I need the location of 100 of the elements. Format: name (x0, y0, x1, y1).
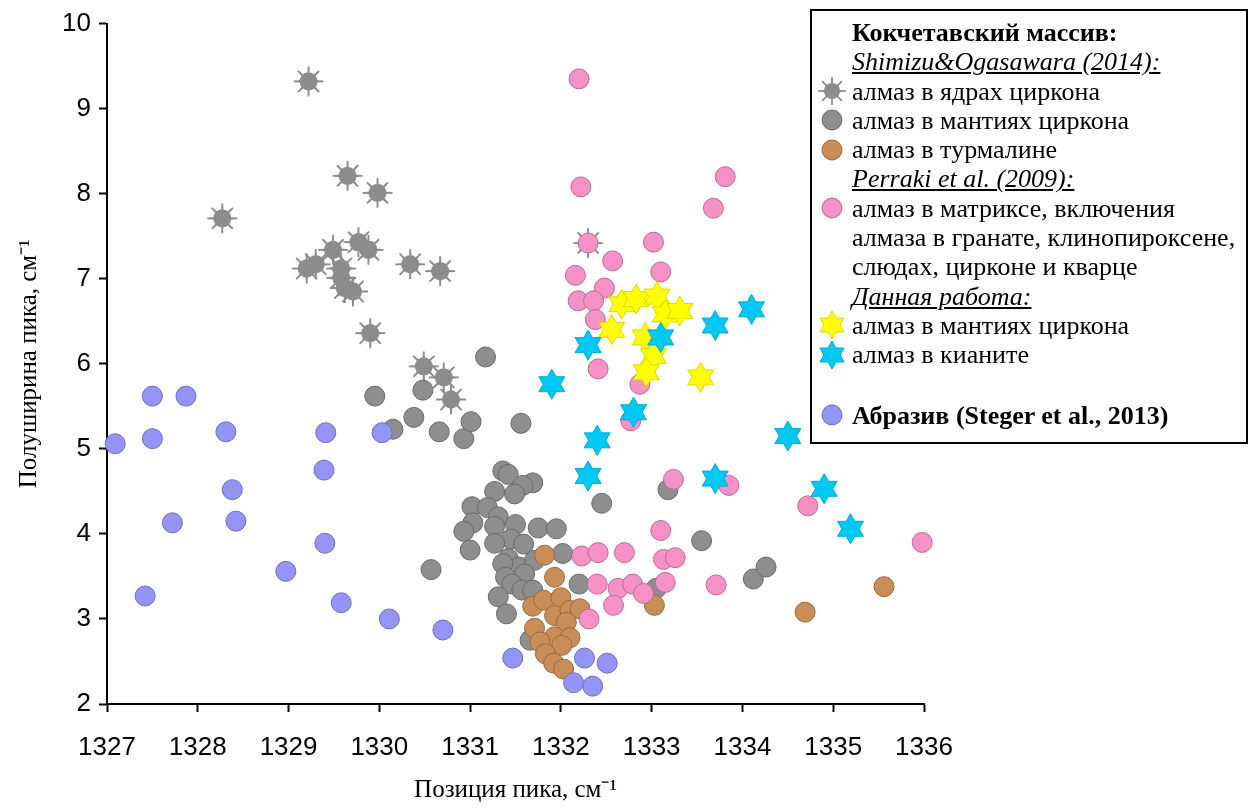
point (538, 368, 566, 400)
point (570, 176, 592, 198)
x-tick-label: 1335 (804, 730, 863, 761)
x-tick-label: 1327 (78, 730, 136, 761)
y-tick-label: 4 (76, 517, 91, 548)
point (613, 542, 635, 564)
point (353, 234, 384, 265)
point (574, 329, 602, 361)
y-tick-label: 6 (76, 346, 91, 377)
x-axis-title: Позиция пика, см⁻¹ (414, 774, 617, 802)
point (650, 520, 672, 541)
point (602, 250, 624, 272)
point (544, 566, 566, 588)
point (701, 310, 729, 342)
point (568, 573, 590, 595)
legend-label: алмаз в матриксе, включения алмаза в гранате, клинопироксене, слюдах, цирконе и кварце (852, 193, 1237, 282)
point (459, 539, 481, 561)
point (650, 261, 672, 283)
point (104, 433, 126, 455)
point (564, 264, 586, 286)
legend-label: алмаз в турмалине (852, 135, 1059, 165)
point (691, 530, 713, 552)
point (755, 556, 777, 578)
point (603, 594, 625, 616)
point (460, 411, 482, 433)
point (403, 406, 425, 428)
point (141, 385, 163, 407)
point (583, 424, 611, 456)
y-tick-label: 5 (76, 432, 91, 463)
point (355, 318, 386, 349)
point (527, 517, 549, 539)
point (513, 533, 535, 555)
x-tick-label: 1333 (622, 730, 681, 761)
point (215, 421, 237, 443)
legend-label: алмаз в кианите (852, 340, 1030, 370)
point (318, 234, 349, 265)
point (664, 547, 686, 569)
point (484, 515, 506, 537)
point (586, 573, 608, 595)
point (633, 582, 654, 604)
point (161, 512, 183, 534)
y-tick-label: 8 (76, 176, 91, 207)
point (134, 585, 156, 607)
point (620, 396, 647, 428)
point (582, 675, 604, 697)
annotation: Perraki et al. (2009): (851, 164, 1076, 194)
point (395, 249, 426, 280)
point (412, 379, 434, 401)
point (362, 177, 393, 208)
point (568, 68, 590, 90)
x-tick-label: 1328 (168, 730, 227, 761)
point (583, 290, 605, 312)
annotation: Данная работа: (849, 281, 1033, 311)
point (598, 314, 626, 346)
point (591, 492, 613, 514)
legend-label: алмаз в мантиях циркона (852, 105, 1131, 136)
point (313, 459, 335, 481)
point (371, 422, 393, 444)
point (873, 576, 895, 598)
y-tick-label: 9 (76, 91, 91, 122)
point (742, 568, 764, 590)
point (574, 460, 602, 492)
point (553, 658, 575, 680)
point (552, 542, 574, 564)
point (314, 532, 336, 554)
point (293, 66, 324, 97)
point (364, 385, 386, 407)
y-axis-title: Полуширина пика, см⁻¹ (13, 239, 41, 489)
point (408, 351, 439, 382)
point (578, 608, 600, 630)
point (453, 428, 475, 450)
point (545, 518, 567, 540)
point (510, 412, 532, 434)
point (810, 473, 838, 505)
point (453, 520, 475, 542)
point (794, 601, 816, 623)
point (647, 321, 675, 353)
legend-label: Абразив (Steger et al., 2013) (852, 400, 1170, 430)
x-tick-label: 1336 (895, 730, 953, 761)
point (702, 197, 724, 219)
point (487, 586, 509, 608)
point (701, 463, 729, 495)
point (714, 166, 736, 188)
point (436, 384, 467, 415)
legend-label: алмаз в ядрах циркона (852, 76, 1101, 106)
y-tick-label: 3 (76, 602, 91, 633)
point (432, 619, 454, 641)
point (495, 603, 517, 625)
legend-title: Кокчетавский массив: (851, 18, 1119, 48)
point (573, 647, 595, 669)
point (141, 428, 163, 450)
point (632, 356, 660, 388)
legend-label: алмаз в мантиях циркона (852, 310, 1131, 341)
point (705, 574, 727, 596)
point (797, 495, 819, 517)
x-tick-label: 1329 (259, 730, 318, 761)
point (596, 652, 618, 674)
point (330, 592, 352, 614)
point (774, 420, 802, 452)
point (275, 560, 297, 582)
